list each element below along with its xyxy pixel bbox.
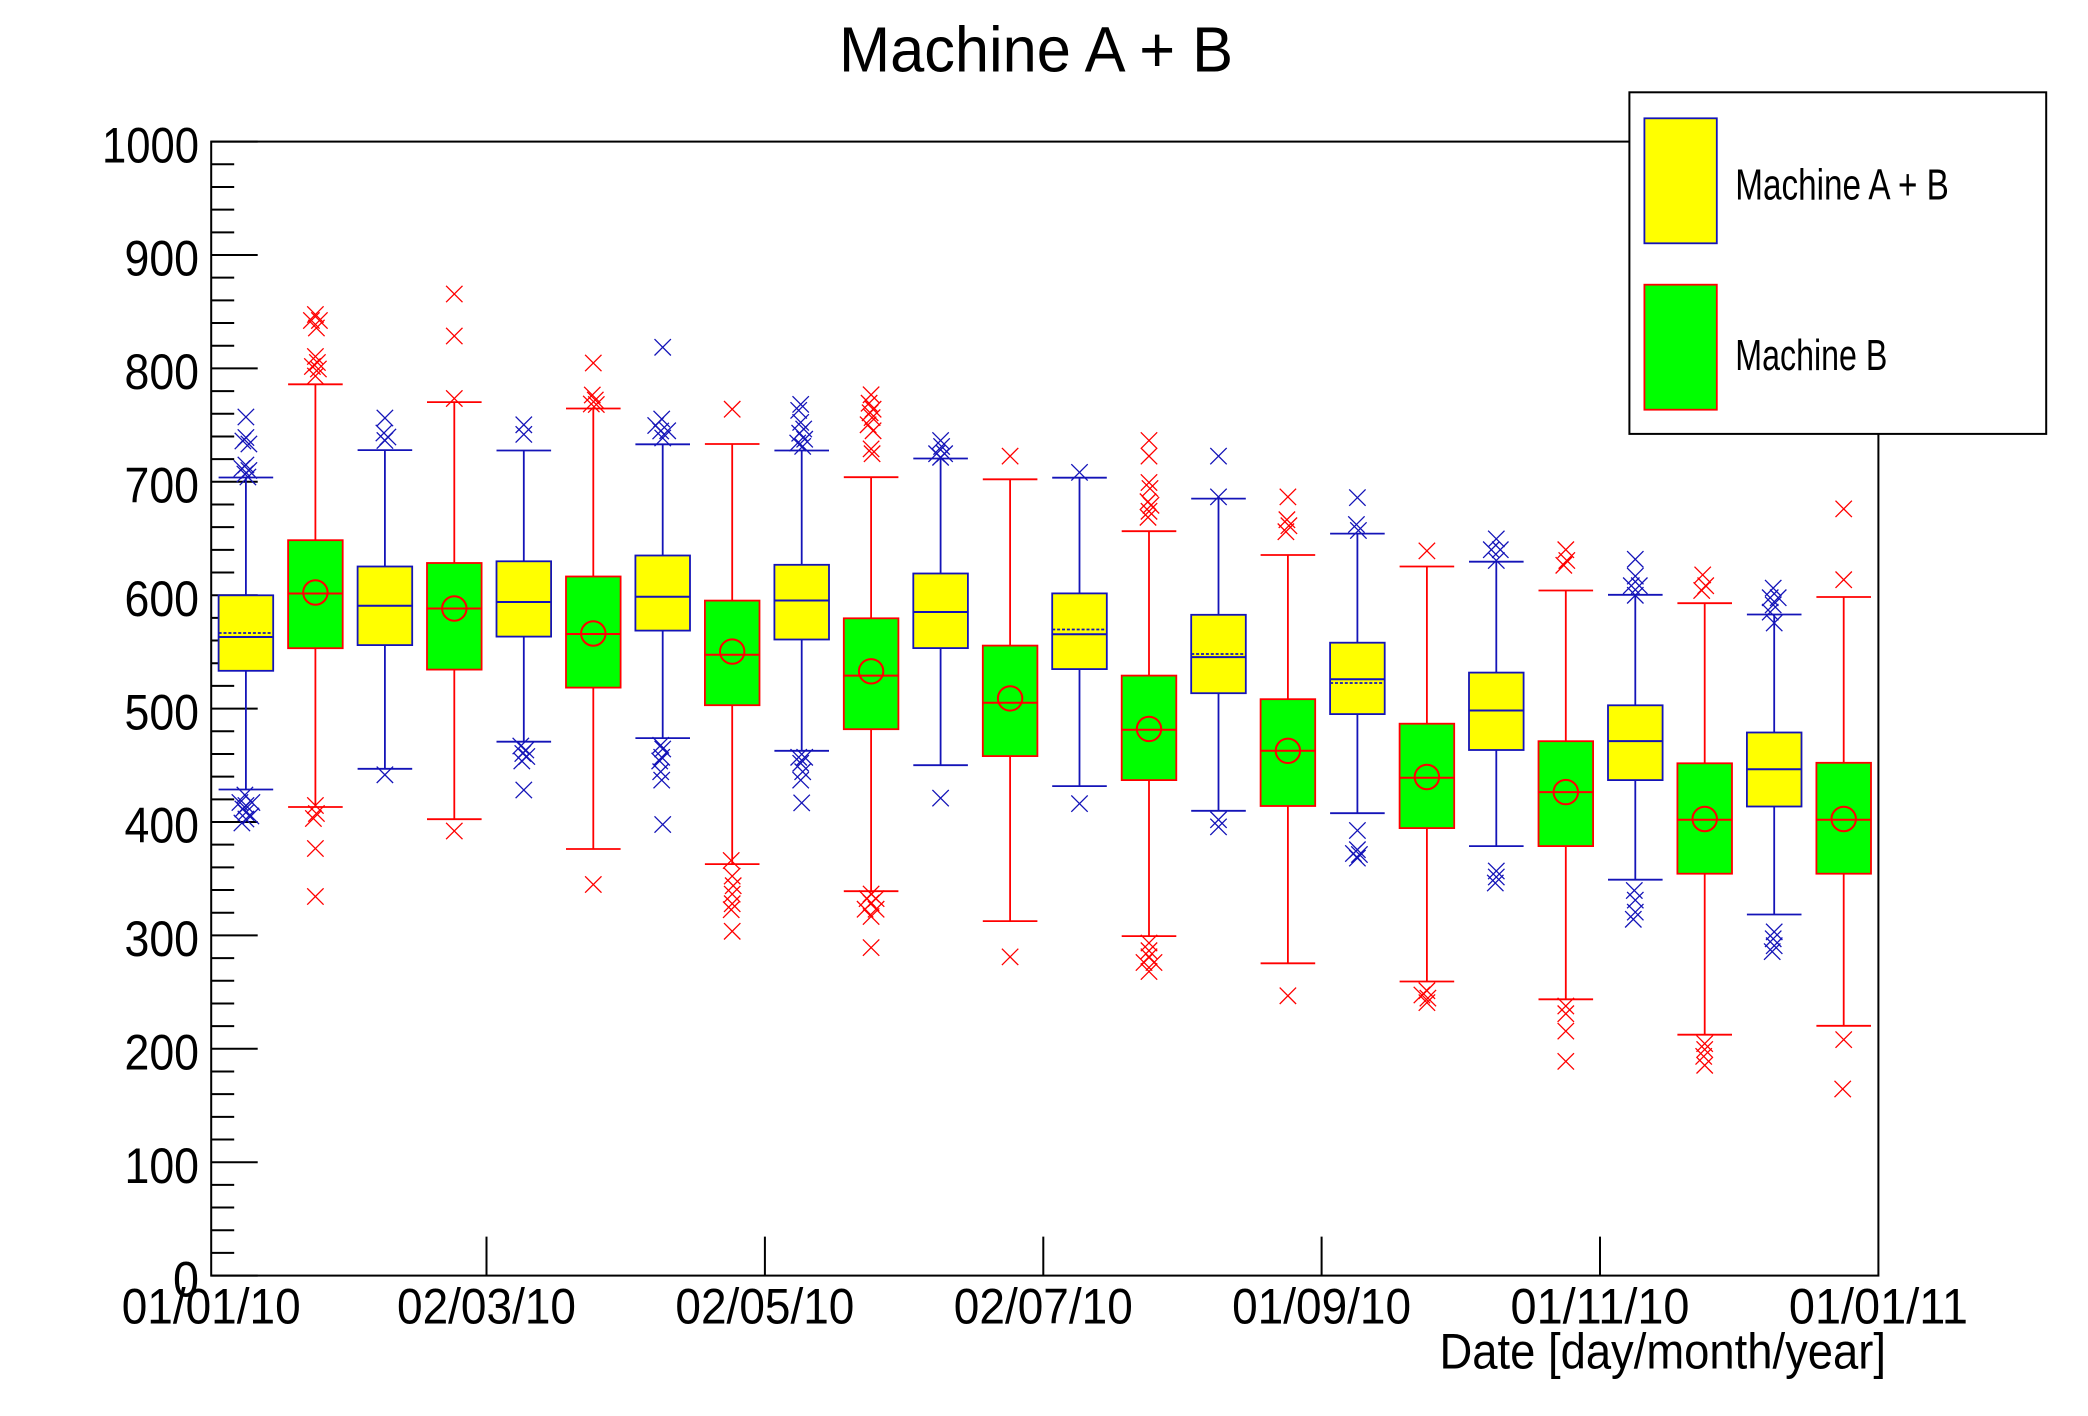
svg-text:02/07/10: 02/07/10 [954, 1279, 1133, 1335]
svg-text:100: 100 [125, 1138, 200, 1194]
svg-text:01/11/10: 01/11/10 [1511, 1279, 1690, 1335]
svg-text:01/01/11: 01/01/11 [1789, 1279, 1968, 1335]
svg-text:600: 600 [125, 571, 200, 627]
svg-text:Machine A + B: Machine A + B [839, 13, 1233, 85]
svg-text:400: 400 [125, 798, 200, 854]
svg-text:01/01/10: 01/01/10 [122, 1279, 301, 1335]
svg-text:01/09/10: 01/09/10 [1232, 1279, 1411, 1335]
svg-text:Machine B: Machine B [1735, 331, 1887, 380]
svg-text:0: 0 [173, 1251, 199, 1307]
svg-text:200: 200 [125, 1025, 200, 1081]
svg-text:Machine A + B: Machine A + B [1735, 161, 1949, 210]
svg-text:800: 800 [125, 344, 200, 400]
svg-text:Date [day/month/year]: Date [day/month/year] [1440, 1324, 1887, 1380]
svg-text:700: 700 [125, 458, 200, 514]
svg-text:02/05/10: 02/05/10 [675, 1279, 854, 1335]
svg-text:900: 900 [125, 231, 200, 287]
svg-text:500: 500 [125, 684, 200, 740]
svg-text:02/03/10: 02/03/10 [397, 1279, 576, 1335]
svg-text:1000: 1000 [102, 117, 199, 173]
svg-text:300: 300 [125, 911, 200, 967]
